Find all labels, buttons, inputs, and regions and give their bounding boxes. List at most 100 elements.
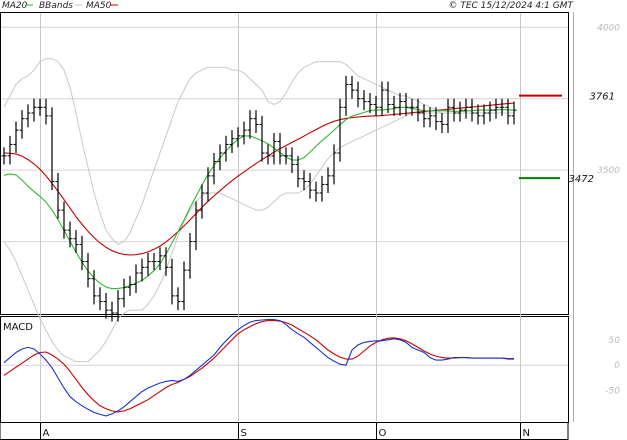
legend-ma20-label: MA20 (2, 1, 28, 11)
axis-labels: 4000 3500 50 0 -50 (597, 23, 620, 396)
price-bar (169, 258, 175, 305)
legend-ma50-label: MA50 (86, 1, 112, 11)
legend-bbands-label: BBands (39, 1, 73, 11)
price-bar (301, 170, 307, 191)
price-bar (451, 98, 457, 122)
price-bar (487, 101, 493, 122)
macd-panel-frame (0, 316, 569, 423)
level-label: 3761 (590, 92, 615, 103)
price-bar (289, 147, 295, 173)
price-bar (127, 275, 133, 296)
price-bar (295, 155, 301, 188)
price-bar (97, 287, 103, 311)
price-bar (163, 247, 169, 276)
price-bar (109, 301, 115, 322)
price-bar (139, 258, 145, 282)
price-bar (121, 278, 127, 308)
price-bar (49, 107, 55, 191)
price-bar (259, 115, 265, 162)
price-bar (493, 98, 499, 119)
price-bar (229, 130, 235, 153)
price-bar (367, 93, 373, 113)
price-bar (151, 253, 157, 271)
price-bar (73, 230, 79, 253)
price-bar (397, 93, 403, 116)
price-bar (427, 107, 433, 128)
month-label: A (43, 428, 50, 439)
price-bar (211, 153, 217, 185)
price-bar (439, 113, 445, 133)
price-bar (115, 290, 121, 322)
price-bar (511, 101, 517, 125)
price-bar (361, 90, 367, 111)
price-bar (505, 98, 511, 125)
price-bar (133, 264, 139, 293)
price-bar (475, 104, 481, 125)
price-bar (325, 167, 331, 193)
price-bar (469, 98, 475, 122)
price-bar (373, 95, 379, 116)
price-bar (445, 98, 451, 133)
price-bar (187, 233, 193, 279)
macd-tick-label: 50 (609, 336, 621, 346)
price-bar (481, 104, 487, 125)
price-bar (37, 98, 43, 116)
price-bar (13, 121, 19, 153)
macd-tick-label: 0 (614, 361, 620, 371)
price-bar (55, 173, 61, 219)
price-bar (331, 144, 337, 185)
price-bar (349, 75, 355, 99)
month-markers: ASOND (40, 422, 530, 440)
price-bar (85, 253, 91, 288)
price-bar (241, 121, 247, 145)
bband-lower-line (3, 112, 514, 363)
level-label: 3472 (569, 174, 594, 185)
price-bar (1, 147, 7, 165)
price-bar (235, 127, 241, 148)
price-bar (265, 144, 271, 165)
price-bar (205, 167, 211, 202)
price-bar (385, 81, 391, 113)
price-bar (277, 133, 283, 165)
price-bar (313, 181, 319, 202)
price-bar (199, 184, 205, 219)
price-tick-label: 4000 (597, 23, 620, 33)
price-bar (391, 95, 397, 116)
price-bar (457, 101, 463, 122)
time-axis-bar (0, 422, 569, 440)
macd-title: MACD (3, 322, 33, 333)
macd-lines (3, 318, 514, 417)
price-bar (463, 98, 469, 119)
moving-averages (3, 102, 515, 290)
price-bar (175, 287, 181, 311)
price-bar (271, 133, 277, 165)
price-tick-label: 3500 (597, 166, 620, 176)
ma50-line (3, 102, 515, 256)
price-bar (19, 110, 25, 139)
price-bar (409, 98, 415, 116)
price-bar (355, 81, 361, 108)
price-bar (337, 98, 343, 162)
bollinger-bands (3, 58, 514, 363)
price-bar (181, 261, 187, 311)
price-bar (67, 221, 73, 248)
price-bar (379, 81, 385, 116)
month-label: S (241, 428, 247, 439)
price-bar (31, 98, 37, 122)
price-bar (283, 147, 289, 165)
price-bar (343, 75, 349, 116)
price-bar (499, 98, 505, 116)
price-bar (79, 235, 85, 271)
key-levels: 3761 3472 (519, 92, 615, 185)
price-bar (319, 175, 325, 202)
price-bar (223, 135, 229, 162)
price-bar (217, 144, 223, 171)
price-bar (43, 98, 49, 125)
price-bar (421, 104, 427, 128)
macd-line (3, 318, 514, 417)
price-bar (433, 107, 439, 131)
legend: MA20 BBands MA50 (2, 1, 118, 11)
price-bar (247, 110, 253, 139)
price-bar (307, 173, 313, 199)
